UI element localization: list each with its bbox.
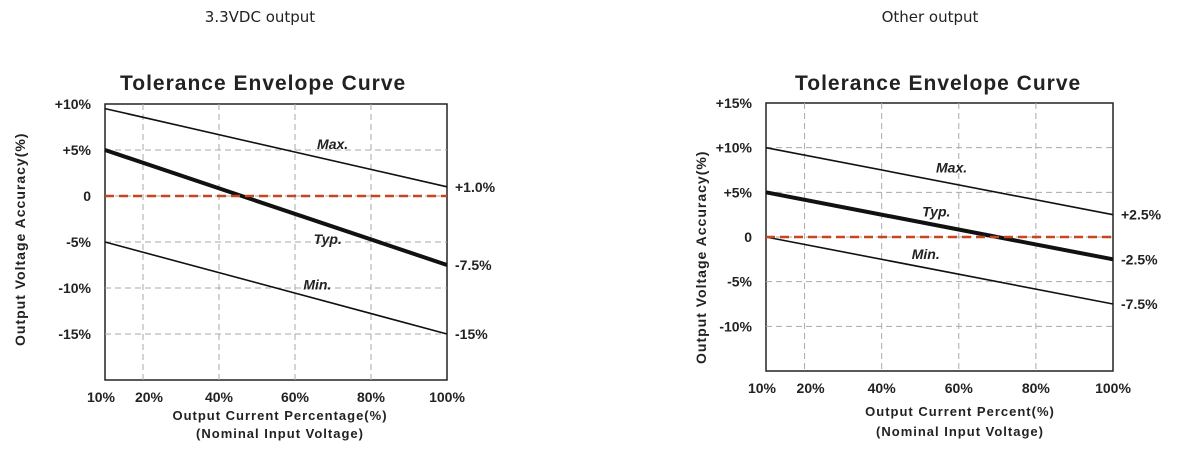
right-y-tick-label: +15% <box>716 95 753 111</box>
left-series-min-end-label: -15% <box>455 326 488 342</box>
right-caption: Other output <box>881 8 979 26</box>
right-series-max-end-label: +2.5% <box>1121 207 1162 223</box>
right-series-min-label: Min. <box>912 246 940 262</box>
left-tolerance-chart: +10% +5% 0 -5% -10% -15% 10% 20% 40% 60% 80% 100% +1… <box>55 96 496 405</box>
left-series-typ-line <box>104 148 448 267</box>
right-x-tick-label: 100% <box>1095 380 1131 396</box>
right-x-tick-label: 80% <box>1022 380 1051 396</box>
right-x-tick-label: 20% <box>797 380 826 396</box>
right-chart-panel: Other output Tolerance Envelope Curve Ou… <box>590 0 1181 452</box>
left-x-axis-note: (Nominal Input Voltage) <box>196 426 364 441</box>
right-chart-title: Tolerance Envelope Curve <box>795 72 1082 95</box>
left-series-typ-label: Typ. <box>314 231 342 247</box>
right-series-typ-line <box>765 190 1114 262</box>
left-series-min-line <box>104 241 448 335</box>
right-y-tick-label: -5% <box>727 274 752 290</box>
left-y-tick-label: +10% <box>55 96 92 112</box>
left-y-tick-label: -5% <box>66 234 91 250</box>
left-y-tick-label: -15% <box>58 326 91 342</box>
left-series-min-label: Min. <box>303 276 331 292</box>
left-y-tick-label: -10% <box>58 280 91 296</box>
right-y-tick-label: -10% <box>719 318 752 334</box>
left-series-max-end-label: +1.0% <box>455 179 496 195</box>
left-series-max-line <box>104 107 448 188</box>
right-x-axis-label: Output Current Percent(%) <box>865 404 1055 419</box>
right-x-tick-label: 10% <box>748 380 777 396</box>
right-series-typ-label: Typ. <box>922 203 950 219</box>
left-chart-panel: 3.3VDC output Tolerance Envelope Curve O… <box>0 0 590 452</box>
left-chart-title: Tolerance Envelope Curve <box>120 72 407 95</box>
left-x-tick-label: 10% <box>87 389 116 405</box>
left-y-tick-label: +5% <box>63 142 92 158</box>
left-x-tick-label: 60% <box>281 389 310 405</box>
left-series-typ-end-label: -7.5% <box>455 257 492 273</box>
right-y-tick-label: +5% <box>724 184 753 200</box>
right-series-min-end-label: -7.5% <box>1121 296 1158 312</box>
right-series-max-label: Max. <box>936 159 967 175</box>
left-x-axis-label: Output Current Percentage(%) <box>172 408 388 423</box>
left-y-tick-label: 0 <box>83 188 91 204</box>
right-series-typ-end-label: -2.5% <box>1121 251 1158 267</box>
right-x-tick-label: 60% <box>945 380 974 396</box>
right-series-min-line <box>765 236 1114 305</box>
right-x-axis-note: (Nominal Input Voltage) <box>876 424 1044 439</box>
left-x-tick-label: 40% <box>205 389 234 405</box>
right-y-tick-label: 0 <box>744 229 752 245</box>
right-y-tick-label: +10% <box>716 140 753 156</box>
left-x-tick-label: 100% <box>429 389 465 405</box>
left-x-tick-label: 80% <box>357 389 386 405</box>
left-x-tick-label: 20% <box>135 389 164 405</box>
left-series-max-label: Max. <box>317 136 348 152</box>
right-tolerance-chart: +15% +10% +5% 0 -5% -10% 10% 20% 40% 60% 80% 100% +2… <box>716 95 1162 396</box>
left-caption: 3.3VDC output <box>204 8 316 26</box>
right-series-max-line <box>765 146 1114 216</box>
right-x-tick-label: 40% <box>868 380 897 396</box>
